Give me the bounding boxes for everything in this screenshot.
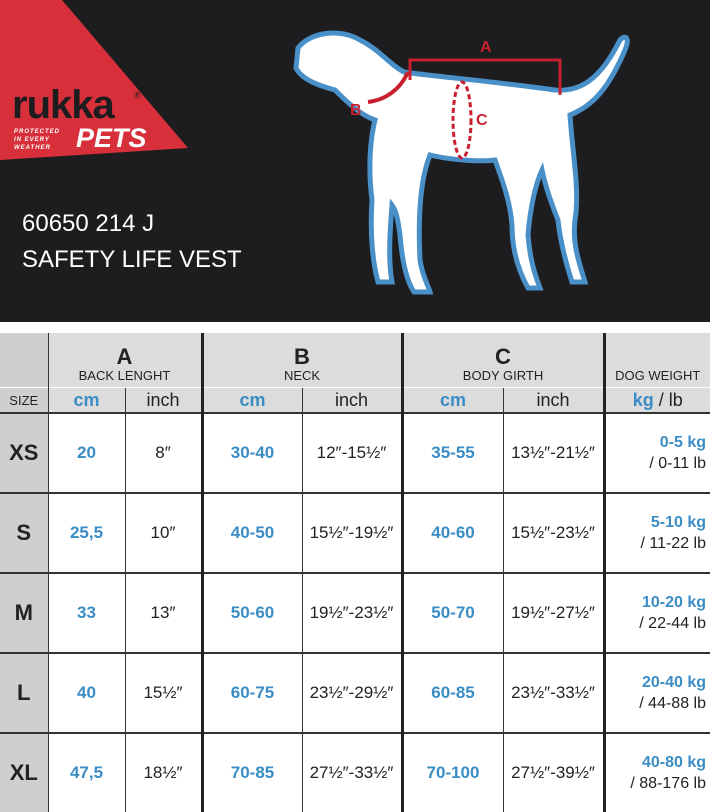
product-code: 60650 214 J bbox=[22, 210, 155, 237]
table-row: L 40 15½″ 60-75 23½″-29½″ 60-85 23½″-33½… bbox=[0, 652, 710, 733]
b-cm-cell: 70-85 bbox=[200, 732, 302, 812]
brand-sub: PETS bbox=[76, 123, 147, 153]
b-inch-cell: 27½″-33½″ bbox=[301, 732, 402, 812]
a-cm-cell: 40 bbox=[47, 652, 125, 733]
header-banner: rukka ® PROTECTED IN EVERY WEATHER PETS … bbox=[0, 0, 710, 322]
b-cm-cell: 50-60 bbox=[200, 572, 302, 653]
c-cm-cell: 35-55 bbox=[400, 412, 503, 493]
size-cell: S bbox=[0, 492, 48, 573]
a-inch-cell: 18½″ bbox=[124, 732, 202, 812]
table-row: XL 47,5 18½″ 70-85 27½″-33½″ 70-100 27½″… bbox=[0, 732, 710, 812]
a-cm-cell: 47,5 bbox=[47, 732, 125, 812]
brand-name: rukka bbox=[12, 83, 115, 127]
b-cm-cell: 40-50 bbox=[200, 492, 302, 573]
c-inch-cell: 27½″-39½″ bbox=[502, 732, 604, 812]
unit-inch: inch bbox=[124, 387, 202, 413]
b-inch-cell: 15½″-19½″ bbox=[301, 492, 402, 573]
size-chart-table: A BACK LENGHT B NECK C BODY GIRTH DOG WEIGH… bbox=[0, 333, 710, 812]
size-cell: M bbox=[0, 572, 48, 653]
c-inch-cell: 23½″-33½″ bbox=[502, 652, 604, 733]
size-cell: L bbox=[0, 652, 48, 733]
b-inch-cell: 12″-15½″ bbox=[301, 412, 402, 493]
group-a-header: A BACK LENGHT bbox=[47, 333, 202, 388]
a-inch-cell: 13″ bbox=[124, 572, 202, 653]
logo-triangle bbox=[0, 0, 188, 160]
weight-cell: 0-5 kg/ 0-11 lb bbox=[602, 412, 710, 493]
c-inch-cell: 13½″-21½″ bbox=[502, 412, 604, 493]
c-cm-cell: 50-70 bbox=[400, 572, 503, 653]
table-row: S 25,5 10″ 40-50 15½″-19½″ 40-60 15½″-23… bbox=[0, 492, 710, 573]
corner-cell bbox=[0, 333, 48, 388]
table-row: M 33 13″ 50-60 19½″-23½″ 50-70 19½″-27½″… bbox=[0, 572, 710, 653]
c-inch-cell: 19½″-27½″ bbox=[502, 572, 604, 653]
b-cm-cell: 60-75 bbox=[200, 652, 302, 733]
a-cm-cell: 25,5 bbox=[47, 492, 125, 573]
registered-mark: ® bbox=[134, 90, 141, 100]
size-header: SIZE bbox=[0, 387, 48, 413]
unit-inch: inch bbox=[502, 387, 604, 413]
product-name: SAFETY LIFE VEST bbox=[22, 246, 242, 273]
b-inch-cell: 23½″-29½″ bbox=[301, 652, 402, 733]
measure-b-line bbox=[367, 71, 410, 104]
a-inch-cell: 15½″ bbox=[124, 652, 202, 733]
brand-tagline: PROTECTED IN EVERY WEATHER bbox=[14, 129, 61, 151]
unit-cm: cm bbox=[47, 387, 125, 413]
group-b-header: B NECK bbox=[200, 333, 402, 388]
a-inch-cell: 8″ bbox=[124, 412, 202, 493]
c-cm-cell: 60-85 bbox=[400, 652, 503, 733]
unit-cm: cm bbox=[400, 387, 503, 413]
measure-c-line bbox=[451, 80, 473, 160]
dog-measurement-diagram: A B C bbox=[293, 30, 630, 295]
b-cm-cell: 30-40 bbox=[200, 412, 302, 493]
unit-inch: inch bbox=[301, 387, 402, 413]
weight-cell: 20-40 kg/ 44-88 lb bbox=[602, 652, 710, 733]
a-cm-cell: 33 bbox=[47, 572, 125, 653]
size-cell: XS bbox=[0, 412, 48, 493]
c-cm-cell: 40-60 bbox=[400, 492, 503, 573]
c-inch-cell: 15½″-23½″ bbox=[502, 492, 604, 573]
size-cell: XL bbox=[0, 732, 48, 812]
label-a: A bbox=[480, 39, 492, 56]
weight-cell: 5-10 kg/ 11-22 lb bbox=[602, 492, 710, 573]
group-c-header: C BODY GIRTH bbox=[400, 333, 604, 388]
unit-cm: cm bbox=[200, 387, 302, 413]
weight-cell: 10-20 kg/ 22-44 lb bbox=[602, 572, 710, 653]
label-c: C bbox=[476, 112, 488, 129]
a-inch-cell: 10″ bbox=[124, 492, 202, 573]
table-row: XS 20 8″ 30-40 12″-15½″ 35-55 13½″-21½″ … bbox=[0, 412, 710, 493]
c-cm-cell: 70-100 bbox=[400, 732, 503, 812]
a-cm-cell: 20 bbox=[47, 412, 125, 493]
b-inch-cell: 19½″-23½″ bbox=[301, 572, 402, 653]
measure-a-line bbox=[408, 58, 562, 95]
group-weight-header: DOG WEIGHT bbox=[602, 333, 710, 388]
dog-silhouette bbox=[293, 30, 630, 295]
unit-weight: kg / lb bbox=[602, 387, 710, 413]
weight-cell: 40-80 kg/ 88-176 lb bbox=[602, 732, 710, 812]
label-b: B bbox=[350, 102, 362, 119]
